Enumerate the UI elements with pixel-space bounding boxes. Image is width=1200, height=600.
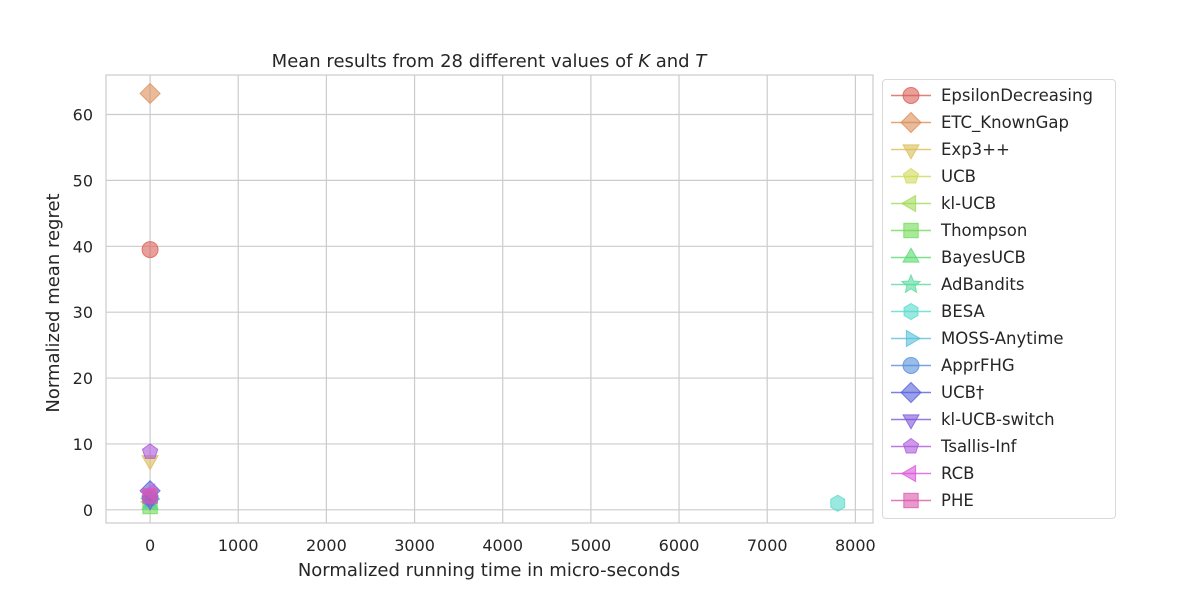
legend-label: Exp3++	[941, 140, 1010, 159]
legend-swatch	[891, 302, 931, 321]
y-axis-label: Normalized mean regret	[43, 193, 64, 412]
legend-swatch	[891, 414, 931, 430]
legend-marker	[902, 414, 920, 430]
legend-swatch	[891, 381, 931, 404]
legend-item: RCB	[883, 460, 1117, 487]
legend-label: MOSS-Anytime	[941, 329, 1064, 348]
x-tick-label: 8000	[835, 536, 876, 555]
legend-label: UCB†	[941, 383, 985, 402]
data-point	[141, 443, 159, 459]
legend-label: RCB	[941, 464, 975, 483]
legend-item: ApprFHG	[883, 352, 1117, 379]
x-tick-label: 4000	[482, 536, 523, 555]
legend-label: kl-UCB-switch	[941, 410, 1055, 429]
chart-title: Mean results from 28 different values of…	[272, 51, 709, 72]
legend-item: Thompson	[883, 217, 1117, 244]
legend-swatch	[891, 357, 931, 374]
legend-swatch	[891, 492, 931, 509]
x-tick-label: 5000	[571, 536, 612, 555]
legend-label: EpsilonDecreasing	[941, 86, 1093, 105]
legend-marker	[902, 357, 920, 374]
legend-label: AdBandits	[941, 275, 1025, 294]
legend-item: UCB†	[883, 379, 1117, 406]
legend-marker	[900, 464, 917, 483]
legend-item: Exp3++	[883, 136, 1117, 163]
legend-label: PHE	[941, 491, 974, 510]
legend-label: Thompson	[941, 221, 1028, 240]
legend-swatch	[891, 144, 931, 160]
legend-swatch	[891, 222, 931, 239]
legend-swatch	[891, 464, 931, 483]
legend-marker	[900, 111, 922, 134]
legend-marker	[902, 87, 920, 104]
data-point	[142, 488, 158, 504]
legend-label: UCB	[941, 167, 976, 186]
legend-swatch	[891, 247, 931, 263]
legend-marker	[905, 329, 922, 348]
legend-marker	[903, 492, 919, 509]
legend-swatch	[891, 273, 931, 294]
legend-label: BESA	[941, 302, 985, 321]
legend-marker	[900, 194, 917, 213]
legend-swatch	[891, 329, 931, 348]
y-tick-label: 40	[73, 237, 93, 256]
legend-marker	[902, 167, 920, 184]
y-tick-label: 50	[73, 171, 93, 190]
legend-label: kl-UCB	[941, 194, 997, 213]
legend-swatch	[891, 111, 931, 134]
legend-marker	[903, 302, 919, 321]
x-tick-label: 1000	[218, 536, 259, 555]
legend-item: AdBandits	[883, 271, 1117, 298]
y-tick-label: 20	[73, 369, 93, 388]
legend-label: ETC_KnownGap	[941, 113, 1070, 132]
x-tick-label: 3000	[394, 536, 435, 555]
data-point	[830, 494, 846, 512]
legend-marker	[902, 247, 920, 263]
legend-label: BayesUCB	[941, 248, 1026, 267]
legend-item: BESA	[883, 298, 1117, 325]
y-tick-label: 30	[73, 303, 93, 322]
legend-swatch	[891, 194, 931, 213]
x-tick-label: 2000	[306, 536, 347, 555]
legend-marker	[902, 437, 920, 454]
plot-area	[105, 74, 874, 524]
legend-item: PHE	[883, 487, 1117, 514]
y-tick-label: 60	[73, 106, 93, 125]
data-point	[141, 241, 159, 259]
legend-item: BayesUCB	[883, 244, 1117, 271]
legend-swatch	[891, 87, 931, 104]
legend-label: ApprFHG	[941, 356, 1015, 375]
legend-label: Tsallis-Inf	[941, 437, 1017, 456]
x-tick-label: 0	[145, 536, 155, 555]
legend-item: kl-UCB-switch	[883, 406, 1117, 433]
legend-marker	[900, 273, 922, 294]
legend-swatch	[891, 437, 931, 454]
x-tick-label: 6000	[659, 536, 700, 555]
legend-item: UCB	[883, 163, 1117, 190]
legend-item: kl-UCB	[883, 190, 1117, 217]
x-tick-label: 7000	[747, 536, 788, 555]
legend-marker	[902, 144, 920, 160]
data-point	[139, 82, 161, 105]
y-tick-label: 0	[83, 501, 93, 520]
legend: EpsilonDecreasing ETC_KnownGap Exp3++ UCB kl…	[882, 79, 1116, 519]
legend-marker	[903, 222, 919, 239]
legend-item: ETC_KnownGap	[883, 109, 1117, 136]
legend-item: MOSS-Anytime	[883, 325, 1117, 352]
legend-item: EpsilonDecreasing	[883, 82, 1117, 109]
x-axis-label: Normalized running time in micro-seconds	[298, 560, 680, 581]
legend-marker	[900, 381, 922, 404]
y-tick-label: 10	[73, 435, 93, 454]
legend-swatch	[891, 167, 931, 184]
legend-item: Tsallis-Inf	[883, 433, 1117, 460]
